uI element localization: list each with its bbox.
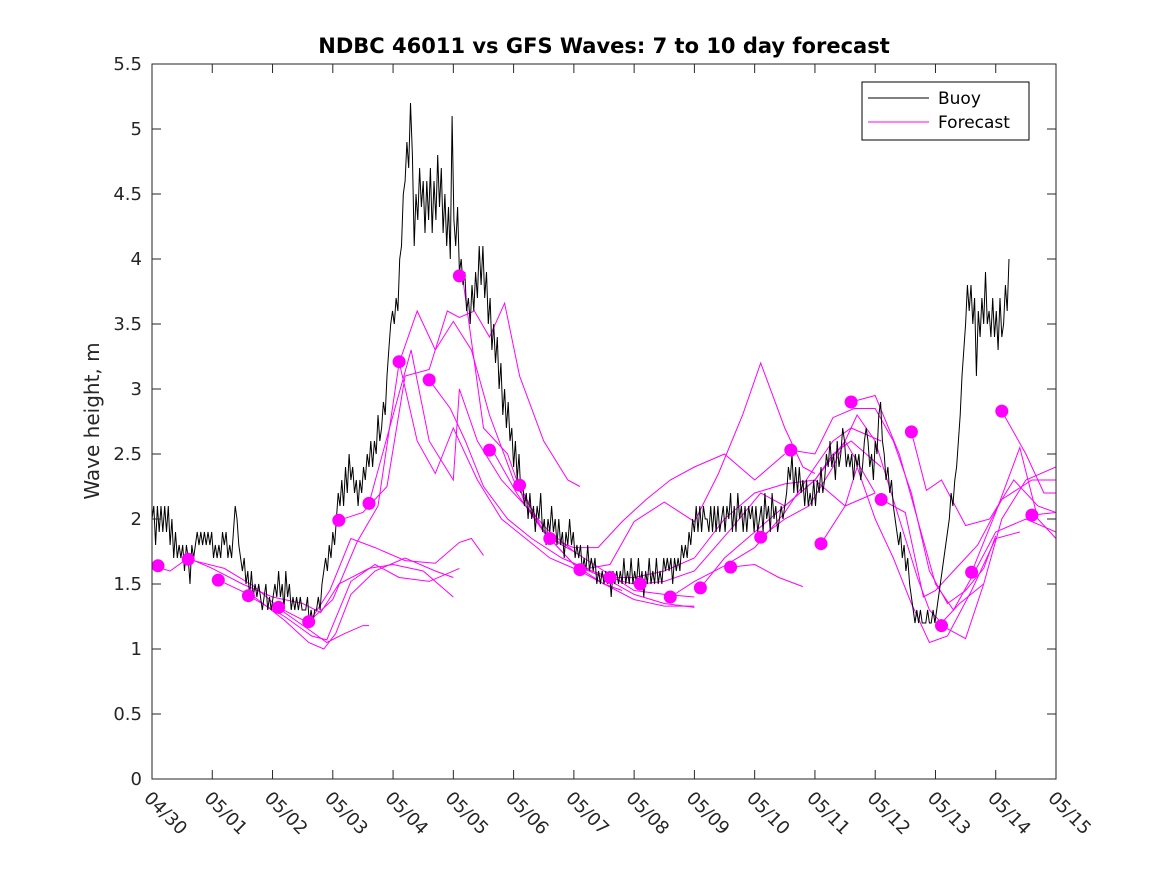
forecast-marker-17 — [633, 577, 647, 591]
x-tick-label: 05/02 — [260, 788, 312, 840]
x-tick-label: 05/03 — [320, 788, 372, 840]
forecast-marker-18 — [663, 590, 677, 604]
forecast-line-12 — [492, 449, 695, 608]
y-tick-label: 5 — [131, 119, 142, 140]
forecast-marker-25 — [874, 493, 888, 506]
y-tick-label: 2 — [131, 509, 142, 530]
forecast-marker-7 — [332, 513, 346, 527]
y-tick-label: 5.5 — [113, 54, 142, 75]
forecast-marker-9 — [392, 355, 406, 369]
y-tick-label: 2.5 — [113, 444, 142, 465]
forecast-line-4 — [248, 563, 460, 641]
x-tick-label: 05/04 — [381, 788, 433, 840]
forecast-marker-28 — [965, 565, 979, 579]
forecast-marker-24 — [844, 395, 858, 409]
x-tick-label: 05/10 — [742, 788, 794, 840]
forecast-marker-1 — [152, 559, 165, 573]
forecast-marker-10 — [422, 373, 436, 387]
x-tick-label: 05/11 — [802, 788, 854, 840]
forecast-line-21 — [760, 413, 985, 624]
forecast-line-16 — [610, 479, 876, 578]
y-tick-label: 0.5 — [113, 704, 142, 725]
forecast-marker-8 — [362, 496, 376, 510]
x-tick-label: 05/08 — [622, 788, 674, 840]
x-tick-label: 05/15 — [1043, 788, 1095, 840]
legend-forecast-label: Forecast — [938, 113, 1010, 133]
buoy-line — [152, 102, 1010, 624]
forecast-marker-19 — [693, 581, 707, 595]
forecast-marker-30 — [1025, 508, 1039, 522]
forecast-line-3 — [218, 557, 454, 650]
x-tick-label: 05/07 — [561, 788, 613, 840]
forecast-line-22 — [790, 408, 997, 605]
chart-title: NDBC 46011 vs GFS Waves: 7 to 10 day for… — [318, 34, 889, 58]
forecast-marker-29 — [995, 404, 1009, 418]
forecast-line-29 — [1001, 410, 1056, 494]
x-tick-label: 05/14 — [983, 788, 1035, 840]
legend: Buoy Forecast — [861, 81, 1030, 141]
plot-background — [152, 64, 1056, 779]
legend-box — [861, 81, 1030, 141]
forecast-marker-6 — [302, 615, 316, 629]
y-tick-label: 1.5 — [113, 574, 142, 595]
forecast-line-15 — [579, 361, 816, 571]
forecast-line-2 — [188, 558, 369, 644]
x-tick-label: 05/01 — [200, 788, 252, 840]
forecast-marker-3 — [211, 573, 225, 587]
axes-box — [151, 63, 1057, 780]
x-tick-label: 05/12 — [863, 788, 915, 840]
forecast-line-27 — [941, 466, 1056, 640]
forecast-marker-4 — [241, 589, 255, 603]
plot-area — [152, 64, 1056, 779]
forecast-line-11 — [461, 275, 695, 598]
legend-buoy-label: Buoy — [938, 89, 981, 109]
x-tick-label: 05/13 — [923, 788, 975, 840]
forecast-marker-26 — [904, 425, 918, 439]
y-tick-label: 1 — [131, 639, 142, 660]
y-tick-label: 4.5 — [113, 184, 142, 205]
forecast-line-24 — [850, 394, 1056, 611]
forecast-marker-14 — [543, 532, 557, 545]
y-tick-label: 3.5 — [113, 314, 142, 335]
forecast-marker-23 — [814, 537, 828, 551]
y-tick-label: 4 — [131, 249, 142, 270]
forecast-marker-22 — [784, 443, 798, 457]
forecast-marker-12 — [483, 443, 496, 457]
x-tick-label: 05/05 — [441, 788, 493, 840]
forecast-marker-5 — [272, 600, 286, 614]
forecast-marker-20 — [724, 560, 738, 574]
y-axis-label: Wave height, m — [80, 342, 104, 499]
forecast-marker-11 — [452, 269, 466, 283]
forecast-line-20 — [730, 563, 804, 588]
y-tick-label: 3 — [131, 379, 142, 400]
forecast-line-9 — [398, 361, 623, 591]
forecast-marker-16 — [603, 571, 617, 584]
x-tick-label: 05/06 — [501, 788, 553, 840]
forecast-marker-2 — [181, 552, 195, 566]
forecast-line-28 — [971, 445, 1056, 573]
forecast-line-14 — [549, 453, 786, 549]
forecast-line-18 — [670, 427, 882, 598]
y-tick-label: 0 — [131, 769, 142, 790]
forecast-marker-21 — [754, 530, 768, 544]
forecast-line-7 — [338, 301, 581, 521]
x-tick-label: 04/30 — [139, 788, 191, 840]
forecast-marker-13 — [513, 478, 527, 492]
x-tick-label: 05/09 — [682, 788, 734, 840]
forecast-marker-27 — [935, 619, 948, 633]
forecast-marker-15 — [573, 563, 587, 577]
forecast-line-6 — [308, 309, 539, 623]
